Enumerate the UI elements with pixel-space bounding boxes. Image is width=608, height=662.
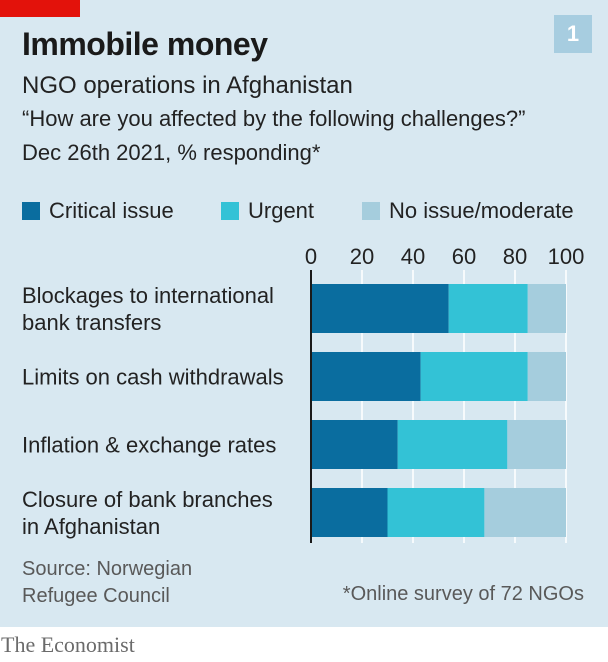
bar-segment [507,420,566,469]
survey-question: “How are you affected by the following c… [22,106,526,131]
chart-subtitle: NGO operations in Afghanistan [22,72,353,99]
chart-panel: 1 Immobile money NGO operations in Afgha… [0,0,608,627]
category-label: Inflation & exchange rates [22,433,276,458]
x-tick-label: 20 [350,244,374,269]
brand-wordmark: The Economist [1,632,135,657]
bar-segment [484,488,566,537]
legend-swatch-critical [22,202,40,220]
footnote: *Online survey of 72 NGOs [342,583,584,605]
legend-label-urgent: Urgent [248,198,315,223]
bar-segment [311,420,398,469]
x-tick-label: 60 [452,244,476,269]
category-label: Closure of bank branches [22,487,273,512]
bar-segment [311,284,449,333]
category-label: bank transfers [22,310,161,335]
legend-swatch-urgent [221,202,239,220]
stacked-bar-chart: 0 20 40 60 80 100 Blockages to internationalba… [22,244,585,543]
bar-segment [311,352,421,401]
brand-red-tag [0,0,80,17]
bar-segment [397,420,508,469]
bar-segment [420,352,528,401]
legend-label-no-issue: No issue/moderate [389,198,574,223]
category-label: Limits on cash withdrawals [22,365,284,390]
source-note: Source: Norwegian Refugee Council [22,558,193,607]
bar-segment [311,488,388,537]
x-tick-label: 80 [503,244,527,269]
bar-segment [387,488,485,537]
bar-segment [527,352,566,401]
x-tick-label: 0 [305,244,317,269]
chart-number-badge: 1 [554,15,592,53]
chart-title: Immobile money [22,26,268,62]
x-tick-label: 100 [548,244,585,269]
chart-legend: Critical issue Urgent No issue/moderate [22,197,592,225]
bar-segment [448,284,528,333]
category-label: Blockages to international [22,283,274,308]
bar-segment [527,284,566,333]
legend-swatch-no-issue [362,202,380,220]
legend-label-critical: Critical issue [49,198,174,223]
category-label: in Afghanistan [22,514,160,539]
date-note: Dec 26th 2021, % responding* [22,140,321,165]
x-tick-label: 40 [401,244,425,269]
